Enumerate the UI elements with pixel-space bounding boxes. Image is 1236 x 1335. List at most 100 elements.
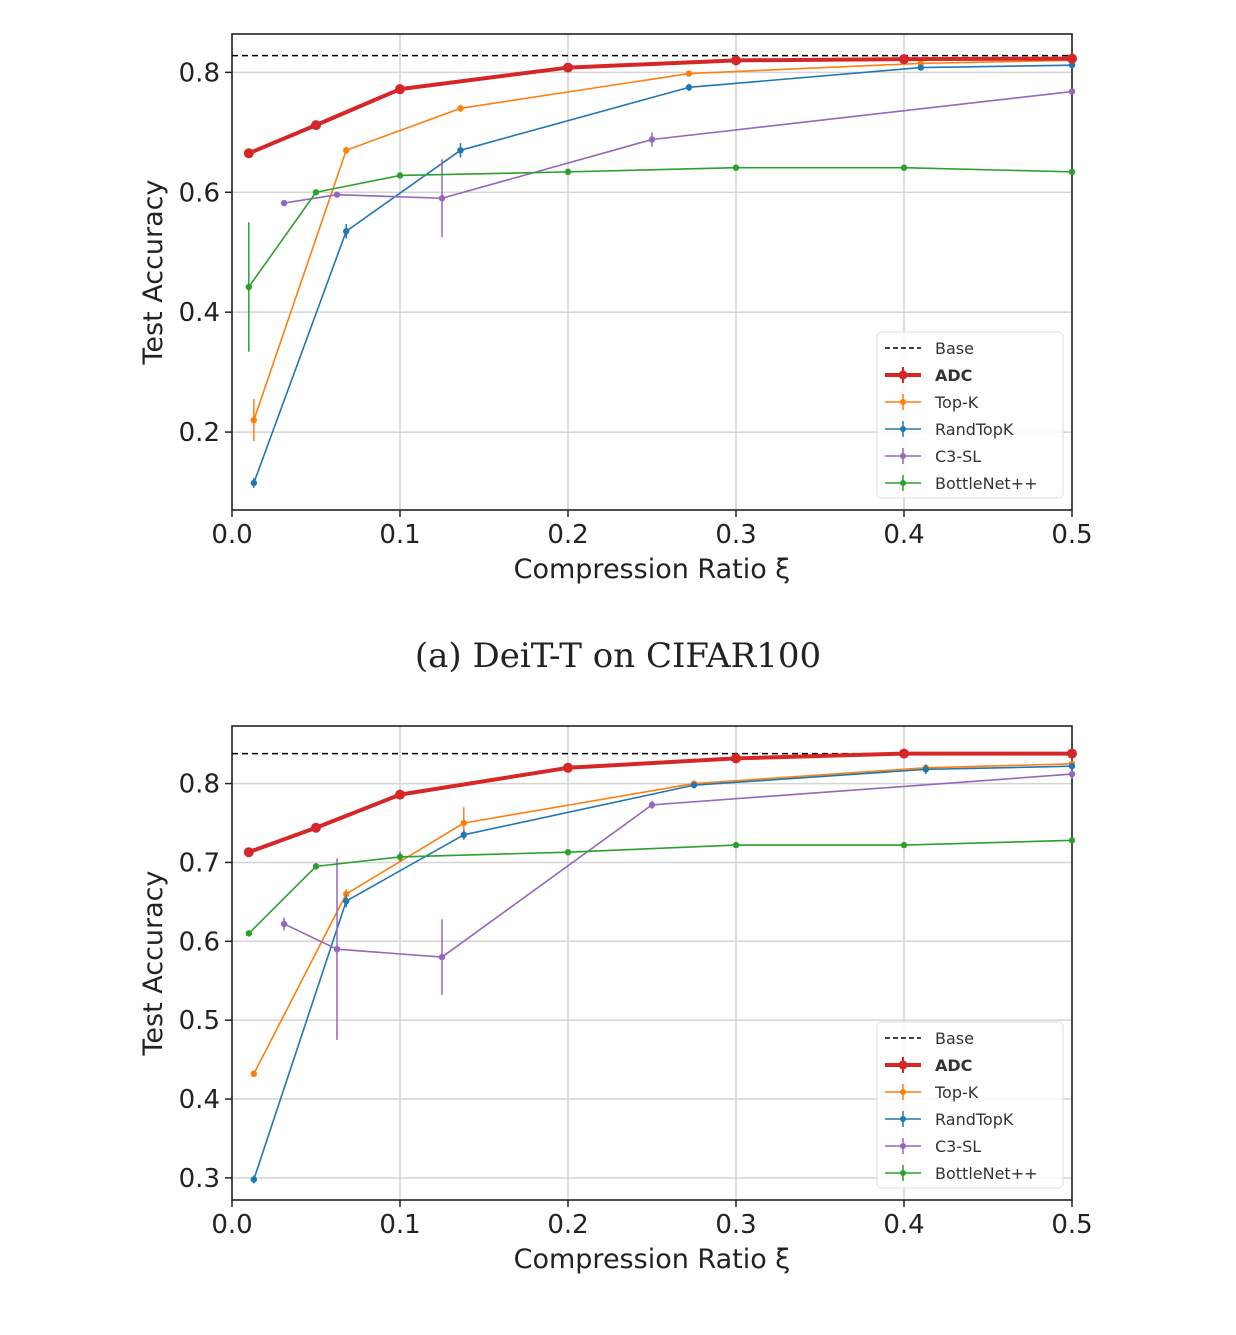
- chart-b-legend-marker-top-k: [900, 1089, 906, 1095]
- chart-a-randtopk-point-2: [457, 147, 464, 154]
- chart-a-bottlenet-point-2: [396, 172, 404, 179]
- chart-a-c3-sl-point-3: [648, 136, 656, 143]
- chart-a-legend-label-bottlenet: BottleNet++: [935, 474, 1038, 493]
- chart-a-xtick-label-3: 0.3: [715, 520, 756, 550]
- chart-b-xtick-label-0: 0.0: [211, 1210, 252, 1240]
- chart-b-ytick-label-1: 0.4: [179, 1085, 220, 1115]
- chart-b-bottlenet-point-6: [1068, 837, 1076, 844]
- chart-b-c3-sl-point-2: [438, 953, 446, 961]
- chart-b-top-k-point-2: [460, 819, 468, 827]
- chart-b-bottlenet-point-1: [312, 863, 320, 870]
- chart-a-adc-point-3: [563, 62, 573, 73]
- chart-a-bottlenet-point-1: [312, 189, 320, 196]
- chart-a-randtopk-point-3: [685, 84, 693, 91]
- chart-a-legend-marker-bottlenet: [900, 480, 906, 486]
- chart-b-randtopk-line: [253, 765, 1073, 1180]
- chart-a-randtopk-point-1: [343, 228, 350, 235]
- chart-b-randtopk-point-4: [922, 766, 930, 773]
- chart-b-adc-point-1: [311, 822, 321, 833]
- chart-b-adc-point-4: [731, 753, 741, 764]
- chart-b-series-adc: [243, 748, 1077, 858]
- chart-b-randtopk-point-3: [690, 781, 698, 789]
- chart-b-adc-point-3: [563, 762, 573, 773]
- chart-b-legend-label-base: Base: [935, 1029, 974, 1048]
- chart-b-xlabel: Compression Ratio ξ: [514, 1244, 791, 1275]
- chart-a-randtopk-point-4: [917, 64, 924, 71]
- chart-a-c3-sl-line: [283, 90, 1073, 204]
- chart-b-legend-marker-adc: [898, 1060, 908, 1070]
- chart-a-adc-point-6: [1067, 53, 1077, 64]
- chart-b: 0.0 0.1 0.2 0.3 0.4 0.5 0.3 0.4 0.5 0.6 0.7 0.8 Comp…: [0, 690, 1236, 1300]
- chart-a-legend-label-adc: ADC: [935, 366, 972, 385]
- chart-b-adc-point-5: [899, 748, 909, 759]
- chart-b-legend-label-randtopk: RandTopK: [935, 1110, 1014, 1129]
- chart-a-ytick-label-2: 0.6: [179, 178, 220, 208]
- chart-a-adc-point-1: [311, 120, 321, 131]
- chart-a-bottlenet-point-4: [732, 164, 740, 171]
- chart-b-ytick-label-0: 0.3: [179, 1164, 220, 1194]
- chart-a-bottlenet-point-0: [245, 283, 252, 291]
- chart-a-top-k-point-0: [250, 416, 258, 424]
- chart-b-bottlenet-point-3: [564, 848, 572, 856]
- chart-b-randtopk-point-0: [250, 1176, 258, 1183]
- chart-a-adc-point-2: [395, 84, 405, 95]
- chart-b-legend-label-top-k: Top-K: [934, 1083, 979, 1102]
- chart-a-top-k-point-1: [343, 147, 350, 154]
- chart-a-legend: Base ADC Top-K RandTopK C3-SL BottleNet++: [876, 331, 1064, 499]
- chart-a-randtopk-line: [253, 64, 1073, 484]
- chart-b-bottlenet-point-2: [396, 853, 404, 861]
- chart-b-ylabel: Test Accuracy: [138, 870, 169, 1056]
- chart-a-adc-point-0: [243, 148, 254, 159]
- chart-a-bottlenet-line: [248, 166, 1073, 288]
- chart-b-svg: 0.0 0.1 0.2 0.3 0.4 0.5 0.3 0.4 0.5 0.6 0.7 0.8 Comp…: [138, 725, 1093, 1275]
- chart-b-top-k-line: [253, 763, 1073, 1075]
- chart-b-c3-sl-point-4: [1068, 770, 1076, 778]
- chart-b-c3-sl-point-0: [280, 920, 288, 928]
- chart-a-ylabel: Test Accuracy: [138, 179, 169, 365]
- chart-a-series-randtopk: [250, 61, 1076, 488]
- chart-b-top-k-point-0: [250, 1070, 258, 1078]
- chart-a-randtopk-point-0: [250, 479, 258, 487]
- chart-a-series-adc: [243, 53, 1077, 159]
- chart-a-legend-label-c3-sl: C3-SL: [935, 447, 981, 466]
- chart-a-ytick-label-1: 0.4: [179, 298, 220, 328]
- chart-b-ytick-label-5: 0.8: [179, 770, 220, 800]
- chart-a-series-c3-sl: [280, 88, 1076, 238]
- chart-a-c3-sl-point-2: [438, 195, 446, 202]
- chart-b-adc-point-6: [1067, 748, 1077, 759]
- chart-a: 0.0 0.1 0.2 0.3 0.4 0.5 0.2 0.4 0.6 0.8 Compressio…: [0, 0, 1236, 600]
- chart-a-adc-point-5: [899, 54, 909, 65]
- chart-a-c3-sl-point-0: [280, 199, 288, 207]
- chart-a-adc-point-4: [731, 55, 741, 66]
- chart-a-top-k-point-3: [685, 70, 693, 77]
- figure-caption: (a) DeiT-T on CIFAR100: [414, 636, 822, 676]
- chart-a-bottlenet-point-6: [1068, 168, 1076, 176]
- chart-b-legend-marker-c3-sl: [900, 1143, 906, 1149]
- chart-a-series-bottlenet: [245, 164, 1076, 352]
- chart-b-legend-box: [876, 1021, 1064, 1189]
- chart-b-ytick-label-2: 0.5: [179, 1006, 220, 1036]
- chart-a-xlabel: Compression Ratio ξ: [514, 554, 791, 585]
- chart-b-ytick-label-3: 0.6: [179, 927, 220, 957]
- chart-a-c3-sl-point-1: [333, 191, 341, 198]
- chart-b-series-c3-sl: [280, 769, 1076, 1040]
- chart-b-series-randtopk: [250, 763, 1076, 1184]
- chart-a-xtick-label-2: 0.2: [547, 520, 588, 550]
- chart-b-plot-frame: [231, 725, 1073, 1201]
- chart-a-legend-marker-randtopk: [900, 426, 906, 432]
- chart-a-svg: 0.0 0.1 0.2 0.3 0.4 0.5 0.2 0.4 0.6 0.8 Compressio…: [138, 33, 1093, 585]
- chart-b-adc-point-2: [395, 789, 405, 800]
- chart-a-ytick-label-3: 0.8: [179, 58, 220, 88]
- chart-a-top-k-point-2: [457, 105, 464, 112]
- chart-a-legend-label-base: Base: [935, 339, 974, 358]
- chart-a-xtick-label-1: 0.1: [379, 520, 420, 550]
- chart-b-adc-point-0: [243, 847, 254, 858]
- chart-b-legend-label-c3-sl: C3-SL: [935, 1137, 981, 1156]
- chart-a-c3-sl-point-4: [1068, 88, 1076, 95]
- chart-b-legend-label-adc: ADC: [935, 1056, 972, 1075]
- chart-b-xtick-label-3: 0.3: [715, 1210, 756, 1240]
- chart-a-xtick-label-5: 0.5: [1051, 520, 1092, 550]
- chart-a-plot-frame: [231, 33, 1073, 511]
- chart-a-legend-box: [876, 331, 1064, 499]
- chart-a-legend-marker-c3-sl: [900, 453, 906, 459]
